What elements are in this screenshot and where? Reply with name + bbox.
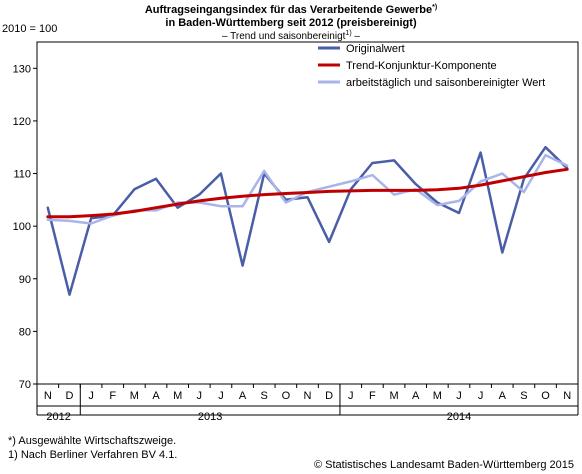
x-tick-label: A: [152, 390, 160, 402]
y-tick-label: 80: [19, 326, 31, 338]
chart-title-line2: in Baden-Württemberg seit 2012 (preisber…: [165, 17, 417, 29]
x-tick-label: F: [109, 390, 116, 402]
copyright: © Statistisches Landesamt Baden-Württemb…: [313, 459, 574, 471]
x-tick-label: A: [239, 390, 247, 402]
x-tick-label: J: [88, 390, 94, 402]
series-line-2: [46, 167, 569, 219]
x-tick-label: M: [130, 390, 139, 402]
x-tick-label: S: [520, 390, 527, 402]
x-tick-label: S: [261, 390, 268, 402]
legend-label-3: arbeitstäglich und saisonbereinigter Wer…: [346, 77, 545, 89]
footnote-2: 1) Nach Berliner Verfahren BV 4.1.: [8, 449, 178, 461]
x-tick-label: D: [325, 390, 333, 402]
y-tick-label: 110: [13, 169, 31, 181]
y-tick-label: 130: [13, 63, 31, 75]
chart-title-line1: Auftragseingangsindex für das Verarbeite…: [144, 4, 438, 16]
legend-label-2: Trend-Konjunktur-Komponente: [346, 60, 497, 72]
x-tick-label: J: [218, 390, 224, 402]
x-tick-label: J: [197, 390, 203, 402]
x-tick-label: O: [282, 390, 291, 402]
y-tick-label: 90: [19, 274, 31, 286]
year-label: 2014: [447, 411, 471, 423]
x-tick-label: A: [412, 390, 420, 402]
x-tick-label: A: [499, 390, 507, 402]
x-tick-label: M: [173, 390, 182, 402]
axes: 70 80 90 100 110 120 130 N D J F M A M J J A S O N D J F M A M J J A…: [13, 41, 579, 423]
y-tick-label: 70: [19, 379, 31, 391]
x-tick-label: J: [456, 390, 462, 402]
x-tick-label: D: [65, 390, 73, 402]
x-tick-label: F: [369, 390, 376, 402]
y-tick-label: 100: [13, 221, 31, 233]
legend-label-1: Originalwert: [346, 43, 405, 55]
legend: Originalwert Trend-Konjunktur-Komponente a…: [318, 43, 545, 89]
x-tick-label: N: [44, 390, 52, 402]
x-tick-label: O: [541, 390, 550, 402]
year-label: 2012: [46, 411, 70, 423]
x-tick-label: N: [304, 390, 312, 402]
chart-subtitle: – Trend und saisonbereinigt1) –: [222, 30, 360, 42]
x-tick-label: M: [433, 390, 442, 402]
footnote-1: *) Ausgewählte Wirtschaftszweige.: [8, 435, 177, 447]
series-lines: [46, 145, 569, 296]
y-tick-label: 120: [13, 116, 31, 128]
x-tick-label: J: [478, 390, 484, 402]
x-tick-label: M: [389, 390, 398, 402]
base-year-label: 2010 = 100: [2, 23, 58, 35]
series-line-1: [46, 145, 569, 296]
plot-frame: [36, 41, 579, 385]
x-tick-label: N: [563, 390, 571, 402]
year-label: 2013: [198, 411, 222, 423]
x-tick-label: J: [348, 390, 354, 402]
